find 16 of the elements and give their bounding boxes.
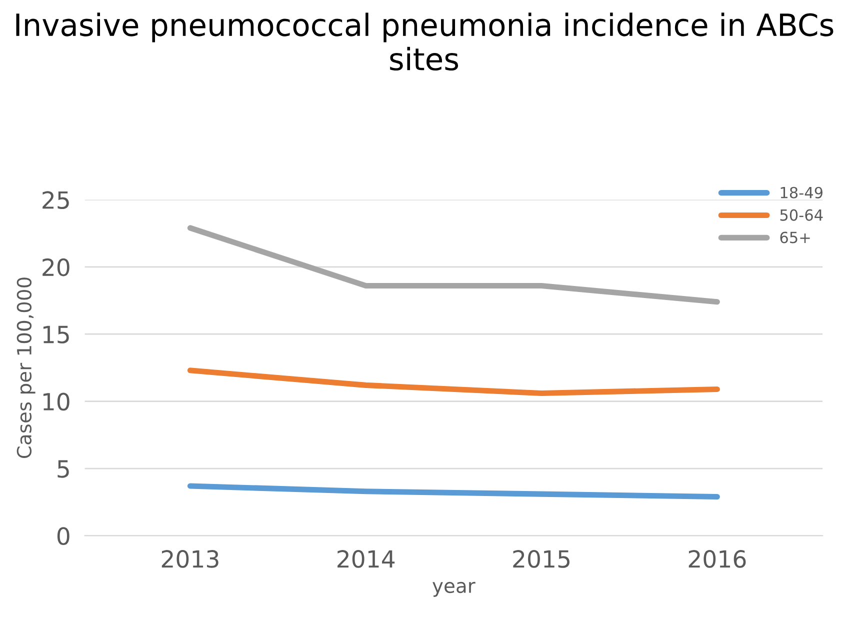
y-tick-label: 20 <box>42 258 70 276</box>
y-tick-label: 5 <box>58 460 69 478</box>
x-tick-label: 2015 <box>513 550 570 568</box>
x-tick-label: 2016 <box>688 550 746 568</box>
x-axis-title: year <box>432 582 476 597</box>
chart-title: Invasive pneumococcal pneumonia incidence in ABCs sites <box>16 12 834 71</box>
y-axis-title: Cases per 100,000 <box>16 278 36 458</box>
y-tick-label: 0 <box>57 527 70 546</box>
y-tick-label: 10 <box>43 392 70 411</box>
legend-label: 50-64 <box>780 209 823 221</box>
y-tick-label: 15 <box>43 326 69 344</box>
legend-label: 65+ <box>780 232 810 244</box>
legend-label: 18-49 <box>780 186 822 198</box>
x-tick-label: 2014 <box>338 550 395 568</box>
y-tick-label: 25 <box>42 191 69 210</box>
x-tick-label: 2013 <box>162 550 218 568</box>
